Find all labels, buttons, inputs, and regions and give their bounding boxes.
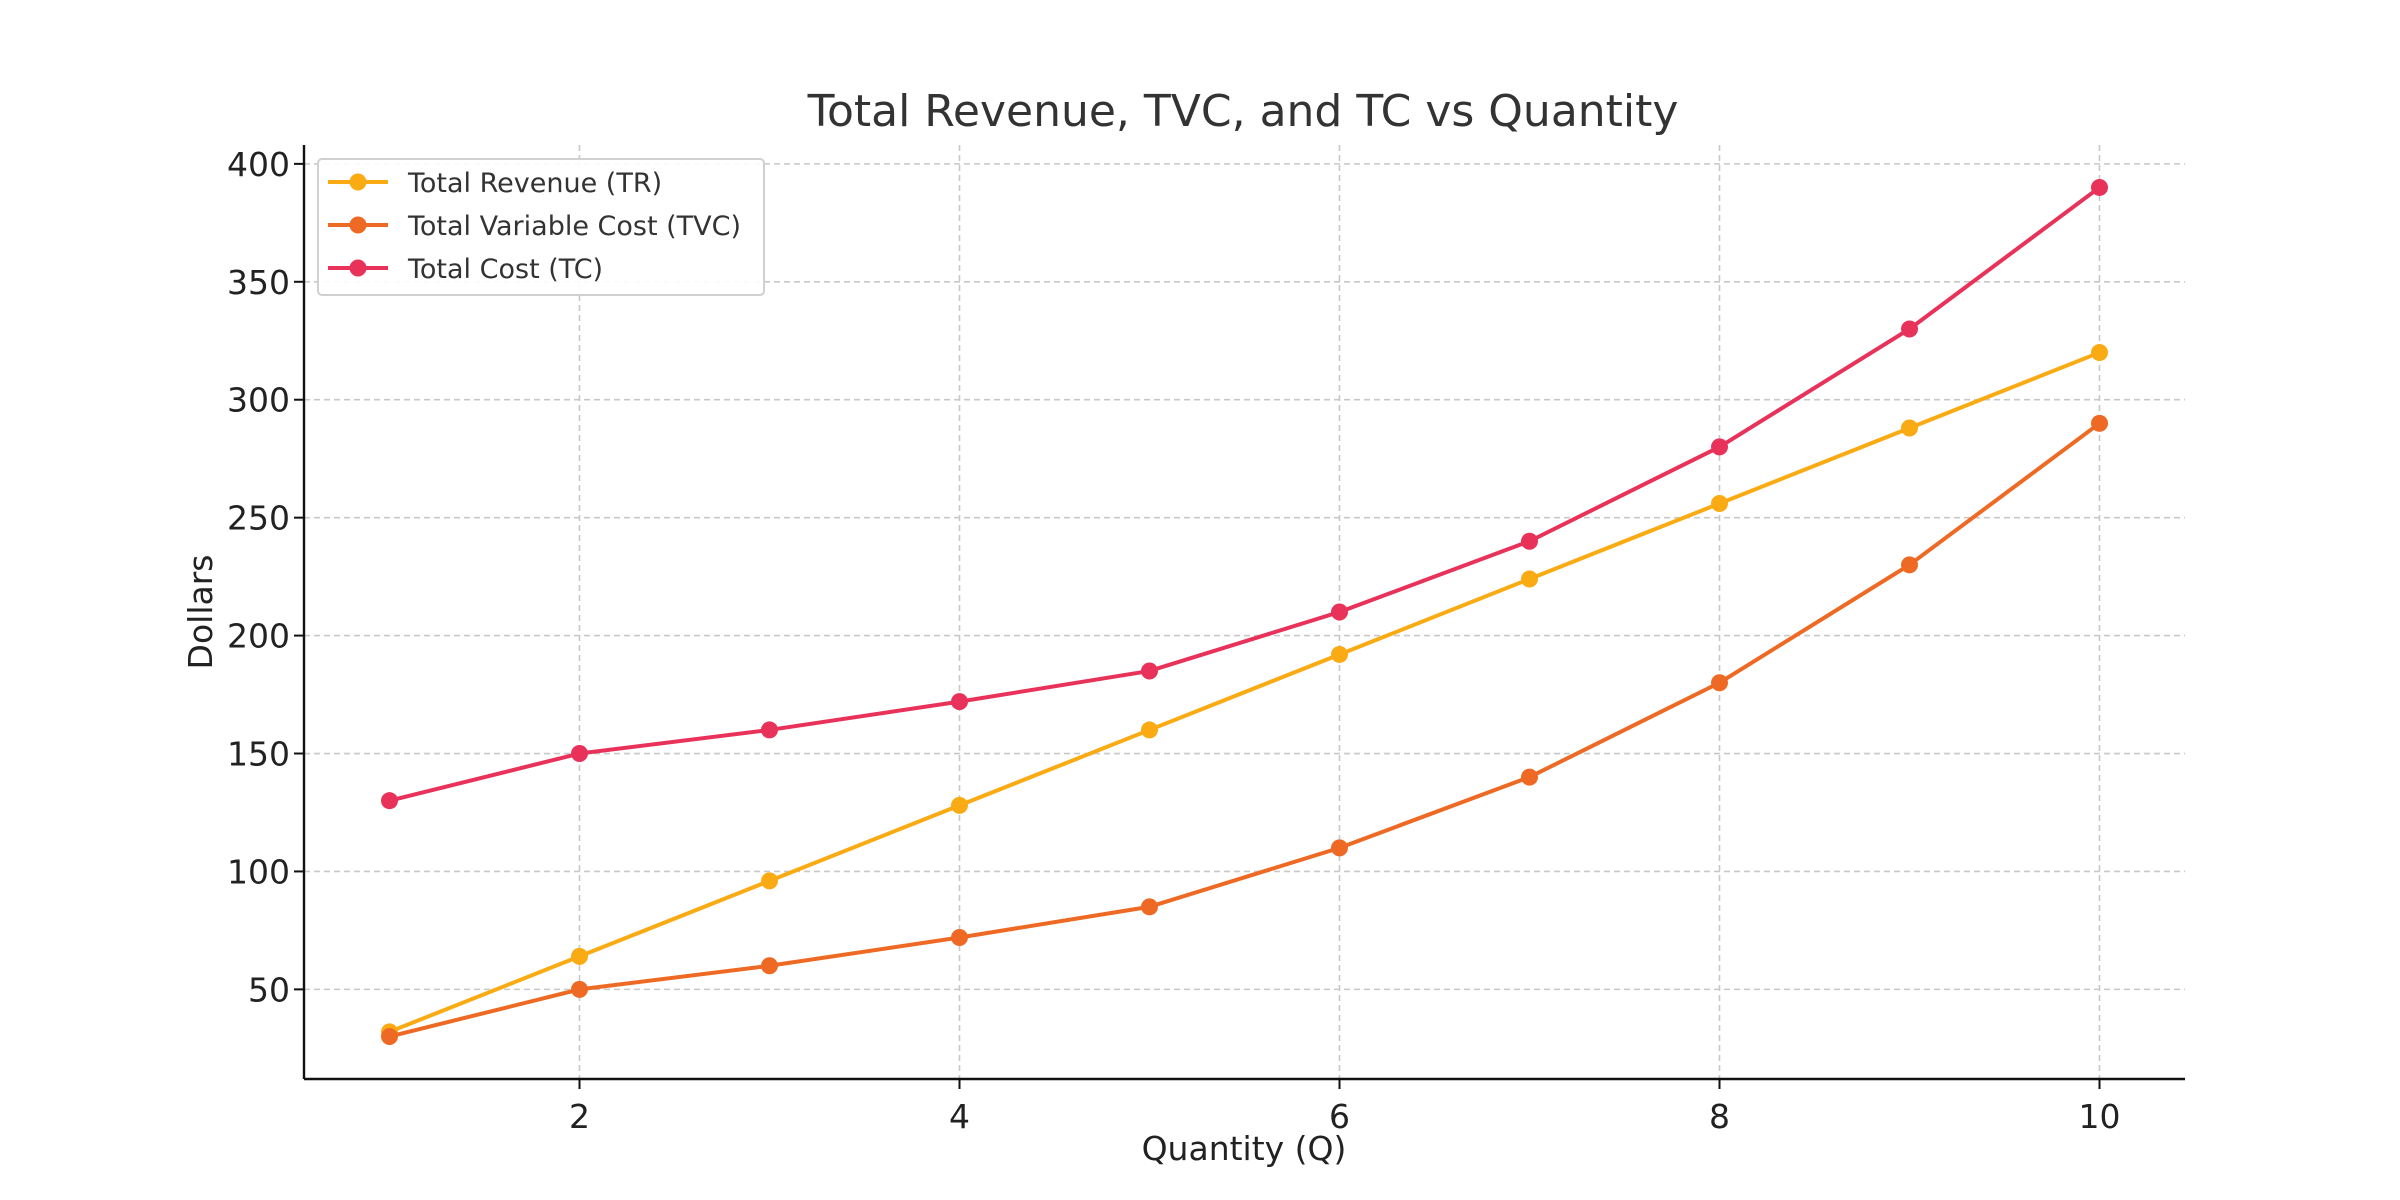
- x-ticks: 2 4 6 8 10: [569, 1079, 2121, 1136]
- series-0: [381, 344, 2108, 1041]
- y-tick-label: 50: [248, 970, 290, 1009]
- data-point: [1521, 532, 1538, 550]
- legend: Total Revenue (TR) Total Variable Cost (T…: [317, 158, 765, 296]
- y-ticks: 50 100 150 200 250 300 350 400: [227, 145, 304, 1009]
- data-point: [761, 872, 778, 890]
- legend-label: Total Variable Cost (TVC): [407, 211, 741, 242]
- series-1: [381, 414, 2108, 1046]
- x-tick-label: 8: [1709, 1097, 1730, 1136]
- legend-box: [317, 158, 765, 296]
- data-point: [2091, 178, 2108, 196]
- legend-label: Total Cost (TC): [407, 254, 603, 285]
- data-point: [1901, 320, 1918, 338]
- x-tick-label: 6: [1329, 1097, 1350, 1136]
- y-tick-label: 250: [227, 499, 290, 538]
- data-point: [381, 792, 398, 810]
- data-point: [1711, 495, 1728, 513]
- data-point: [951, 796, 968, 814]
- data-point: [2091, 414, 2108, 432]
- data-point: [1141, 898, 1158, 916]
- data-point: [951, 928, 968, 946]
- data-point: [381, 1028, 398, 1046]
- data-point: [761, 957, 778, 975]
- data-point: [1711, 674, 1728, 692]
- y-axis-label: Dollars: [181, 555, 220, 670]
- data-point: [1521, 768, 1538, 786]
- legend-swatch-marker: [349, 173, 367, 191]
- data-point: [951, 693, 968, 711]
- data-point: [1331, 603, 1348, 621]
- y-tick-label: 150: [227, 735, 290, 774]
- y-tick-label: 200: [227, 617, 290, 656]
- data-point: [761, 721, 778, 739]
- data-point: [1901, 419, 1918, 437]
- legend-swatch-marker: [349, 216, 367, 234]
- y-tick-label: 300: [227, 381, 290, 420]
- series-line: [389, 421, 2101, 1039]
- y-tick-label: 400: [227, 145, 290, 184]
- y-tick-label: 100: [227, 852, 290, 891]
- series-line: [388, 350, 2101, 1034]
- data-point: [2091, 344, 2108, 362]
- data-point: [1521, 570, 1538, 588]
- y-tick-label: 350: [227, 263, 290, 302]
- grid: [304, 145, 2185, 1079]
- legend-label: Total Revenue (TR): [407, 168, 662, 199]
- series-line: [389, 185, 2101, 803]
- data-point: [1711, 438, 1728, 456]
- data-point: [1901, 556, 1918, 574]
- axes: [302, 145, 2185, 1081]
- series-2: [381, 178, 2108, 810]
- data-point: [1141, 721, 1158, 739]
- legend-swatch-marker: [349, 259, 367, 277]
- chart-title: Total Revenue, TVC, and TC vs Quantity: [807, 86, 1679, 137]
- data-point: [571, 745, 588, 763]
- x-tick-label: 10: [2079, 1097, 2121, 1136]
- data-point: [1331, 839, 1348, 857]
- data-point: [1331, 645, 1348, 663]
- plot-series: [381, 178, 2108, 1046]
- x-tick-label: 4: [949, 1097, 970, 1136]
- x-axis-label: Quantity (Q): [1142, 1129, 1347, 1168]
- x-tick-label: 2: [569, 1097, 590, 1136]
- data-point: [571, 947, 588, 965]
- data-point: [1141, 662, 1158, 680]
- data-point: [571, 980, 588, 998]
